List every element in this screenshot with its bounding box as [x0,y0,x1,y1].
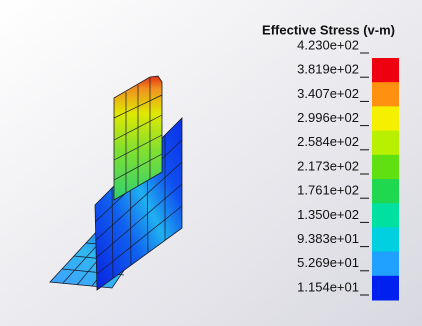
color-bar-segment [372,252,399,277]
color-bar-segment [372,131,399,156]
legend-label: 2.996e+02 [297,110,359,125]
legend-title: Effective Stress (v-m) [262,22,395,37]
legend-label: 1.761e+02 [297,183,359,198]
color-bar-segment [372,179,399,204]
legend-label: 3.819e+02 [297,62,359,77]
legend-label: 1.350e+02 [297,207,359,222]
color-bar-segment [372,155,399,180]
color-bar-segment [372,58,399,83]
legend-label: 2.173e+02 [297,158,359,173]
color-bar-segment [372,227,399,252]
color-bar-segment [372,203,399,228]
legend-label: 4.230e+02 [297,37,359,52]
color-bar-segment [372,106,399,131]
legend-label: 5.269e+01 [297,255,359,270]
color-bar-segment [372,82,399,107]
viewport: Effective Stress (v-m) 4.230e+02 3.819e+0… [0,0,422,326]
legend-label: 1.154e+01 [297,279,359,294]
page: {"legend": { "title": "Effective Stress … [0,0,422,326]
color-bar-segment [372,276,399,301]
legend-label: 9.383e+01 [297,231,359,246]
legend-label: 3.407e+02 [297,86,359,101]
legend-label: 2.584e+02 [297,134,359,149]
